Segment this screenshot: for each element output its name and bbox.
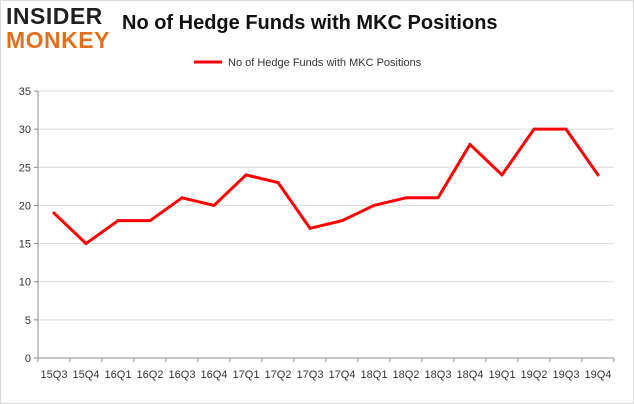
data-point bbox=[340, 219, 344, 223]
data-point bbox=[500, 173, 504, 177]
y-tick-label: 30 bbox=[19, 124, 31, 136]
data-point bbox=[468, 142, 472, 146]
x-tick-label: 16Q4 bbox=[201, 369, 228, 381]
x-tick-label: 18Q2 bbox=[393, 369, 420, 381]
data-point bbox=[84, 242, 88, 246]
data-point bbox=[148, 219, 152, 223]
legend-label: No of Hedge Funds with MKC Positions bbox=[228, 57, 422, 69]
data-point bbox=[52, 211, 56, 215]
data-point bbox=[308, 226, 312, 230]
series-line bbox=[52, 127, 600, 246]
x-tick-label: 17Q3 bbox=[297, 369, 324, 381]
x-tick-label: 18Q4 bbox=[457, 369, 484, 381]
y-tick-label: 10 bbox=[19, 277, 31, 289]
data-point bbox=[372, 203, 376, 207]
x-tick-label: 16Q1 bbox=[105, 369, 132, 381]
data-point bbox=[596, 173, 600, 177]
data-point bbox=[212, 203, 216, 207]
x-tick-label: 16Q3 bbox=[169, 369, 196, 381]
x-tick-label: 19Q1 bbox=[489, 369, 516, 381]
y-tick-label: 35 bbox=[19, 86, 31, 98]
x-tick-label: 18Q1 bbox=[361, 369, 388, 381]
logo-top-text: INSIDER bbox=[6, 3, 103, 29]
data-point bbox=[276, 181, 280, 185]
data-point bbox=[244, 173, 248, 177]
x-tick-label: 18Q3 bbox=[425, 369, 452, 381]
data-point bbox=[436, 196, 440, 200]
x-tick-label: 16Q2 bbox=[137, 369, 164, 381]
insider-monkey-logo: INSIDER MONKEY bbox=[6, 4, 116, 54]
data-point bbox=[116, 219, 120, 223]
y-tick-label: 5 bbox=[25, 315, 31, 327]
data-point bbox=[180, 196, 184, 200]
x-tick-label: 17Q4 bbox=[329, 369, 356, 381]
y-tick-label: 25 bbox=[19, 162, 31, 174]
y-tick-label: 0 bbox=[25, 353, 31, 365]
x-tick-label: 19Q4 bbox=[585, 369, 612, 381]
y-tick-label: 15 bbox=[19, 239, 31, 251]
data-point bbox=[564, 127, 568, 131]
x-tick-label: 17Q2 bbox=[265, 369, 292, 381]
data-point bbox=[404, 196, 408, 200]
x-tick-label: 15Q4 bbox=[73, 369, 100, 381]
chart-title: No of Hedge Funds with MKC Positions bbox=[122, 12, 498, 34]
x-tick-label: 19Q2 bbox=[521, 369, 548, 381]
x-tick-label: 19Q3 bbox=[553, 369, 580, 381]
logo-bottom-text: MONKEY bbox=[6, 27, 110, 53]
y-tick-label: 20 bbox=[19, 200, 31, 212]
data-point bbox=[532, 127, 536, 131]
x-tick-label: 17Q1 bbox=[233, 369, 260, 381]
x-tick-label: 15Q3 bbox=[41, 369, 68, 381]
